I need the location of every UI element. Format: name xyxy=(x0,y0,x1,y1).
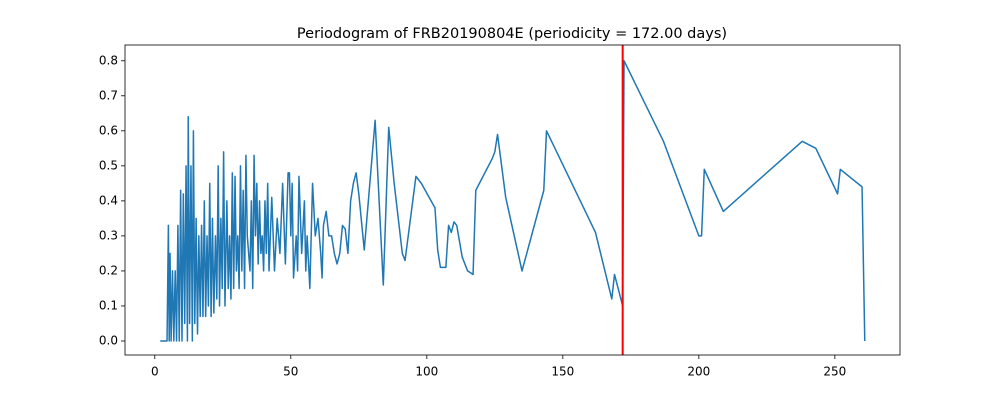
y-tick-label: 0.2 xyxy=(99,263,118,277)
y-tick-label: 0.4 xyxy=(99,193,118,207)
x-tick-label: 250 xyxy=(823,365,846,379)
y-tick-label: 0.0 xyxy=(99,333,118,347)
y-tick-label: 0.3 xyxy=(99,228,118,242)
y-tick-label: 0.8 xyxy=(99,53,118,67)
y-tick-label: 0.6 xyxy=(99,123,118,137)
x-tick-label: 150 xyxy=(551,365,574,379)
y-tick-label: 0.7 xyxy=(99,88,118,102)
x-tick-label: 100 xyxy=(415,365,438,379)
x-tick-label: 50 xyxy=(283,365,298,379)
y-tick-label: 0.1 xyxy=(99,298,118,312)
y-tick-label: 0.5 xyxy=(99,158,118,172)
x-tick-label: 0 xyxy=(151,365,159,379)
line-series xyxy=(160,60,866,342)
chart-title: Periodogram of FRB20190804E (periodicity… xyxy=(297,26,727,42)
plot-frame xyxy=(124,44,901,356)
x-tick-label: 200 xyxy=(687,365,710,379)
